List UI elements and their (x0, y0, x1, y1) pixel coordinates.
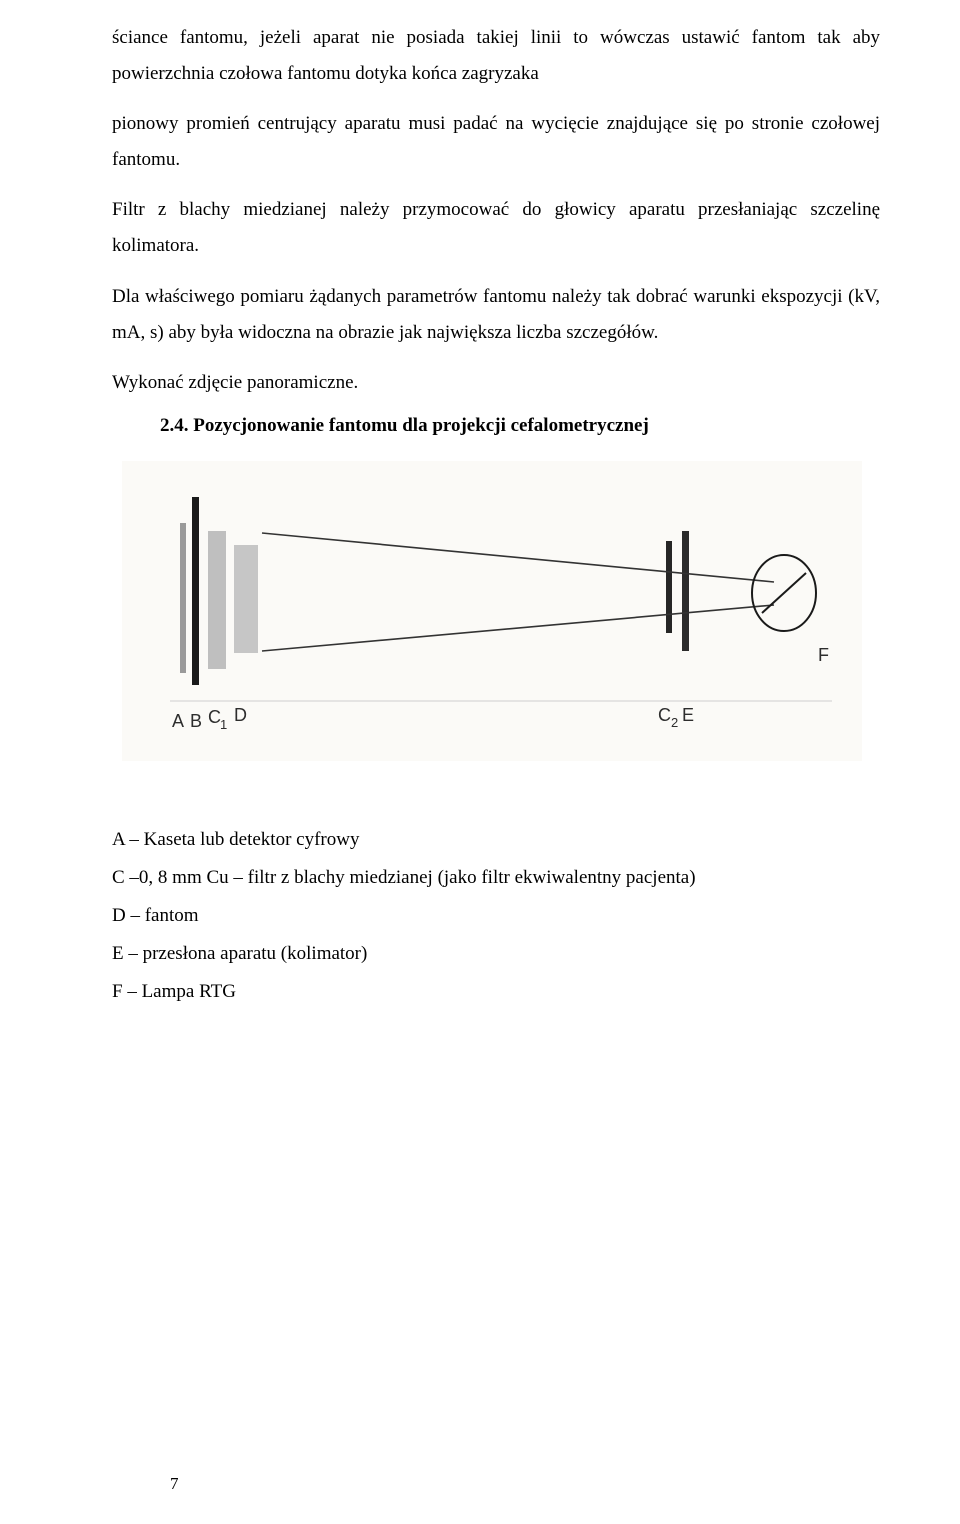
legend-f: F – Lampa RTG (112, 973, 880, 1011)
page-number: 7 (170, 1474, 179, 1494)
paragraph-1: ściance fantomu, jeżeli aparat nie posia… (112, 20, 880, 92)
legend-c: C –0, 8 mm Cu – filtr z blachy miedziane… (112, 859, 880, 897)
paragraph-5: Wykonać zdjęcie panoramiczne. (112, 365, 880, 401)
diagram-svg: ABC1DC2EF (122, 461, 862, 761)
paragraph-3: Filtr z blachy miedzianej należy przymoc… (112, 192, 880, 264)
paragraph-2: pionowy promień centrujący aparatu musi … (112, 106, 880, 178)
legend-e: E – przesłona aparatu (kolimator) (112, 935, 880, 973)
legend-d: D – fantom (112, 897, 880, 935)
svg-text:B: B (190, 711, 202, 731)
svg-text:D: D (234, 705, 247, 725)
svg-text:E: E (682, 705, 694, 725)
svg-text:A: A (172, 711, 184, 731)
svg-text:1: 1 (220, 717, 227, 732)
page: ściance fantomu, jeżeli aparat nie posia… (0, 0, 960, 1524)
section-heading: 2.4. Pozycjonowanie fantomu dla projekcj… (160, 415, 880, 437)
cephalometric-diagram: ABC1DC2EF (122, 461, 862, 761)
paragraph-4: Dla właściwego pomiaru żądanych parametr… (112, 279, 880, 351)
svg-text:F: F (818, 645, 829, 665)
svg-text:C: C (658, 705, 671, 725)
svg-text:2: 2 (671, 715, 678, 730)
legend-a: A – Kaseta lub detektor cyfrowy (112, 821, 880, 859)
